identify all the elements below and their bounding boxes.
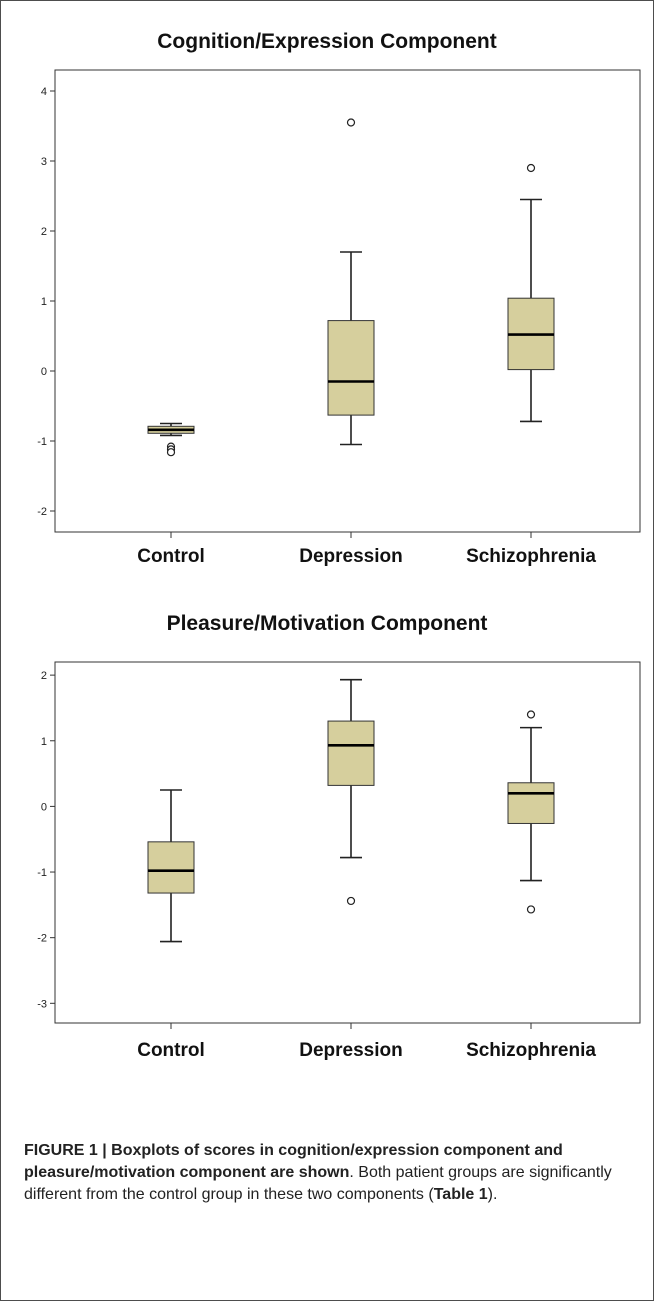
iqr-box bbox=[327, 720, 375, 786]
box-control bbox=[147, 422, 195, 457]
box-control bbox=[147, 789, 195, 943]
outlier-point bbox=[526, 710, 536, 719]
y-tick-label: 3 bbox=[41, 156, 47, 168]
iqr-box bbox=[147, 841, 195, 894]
iqr-box bbox=[327, 320, 375, 416]
x-category-label: Control bbox=[137, 546, 205, 567]
x-category-label: Depression bbox=[299, 1040, 402, 1061]
y-tick-label: -3 bbox=[37, 998, 47, 1010]
x-category-label: Depression bbox=[299, 546, 402, 567]
x-category-label: Control bbox=[137, 1040, 205, 1061]
iqr-box bbox=[507, 782, 555, 824]
box-schizophrenia bbox=[507, 163, 555, 423]
outlier-point bbox=[346, 896, 356, 906]
outlier-point bbox=[346, 118, 356, 127]
caption-title: FIGURE 1 | Boxplots of scores in cogniti… bbox=[24, 1142, 563, 1181]
y-tick-label: 0 bbox=[41, 801, 47, 813]
y-tick-label: 2 bbox=[41, 670, 47, 682]
box-depression bbox=[327, 678, 375, 906]
box-depression bbox=[327, 118, 375, 446]
y-tick-label: 2 bbox=[41, 226, 47, 238]
figure-caption: FIGURE 1 | Boxplots of scores in cogniti… bbox=[24, 1140, 636, 1206]
y-tick-label: 0 bbox=[41, 366, 47, 378]
y-tick-label: -2 bbox=[37, 506, 47, 518]
y-tick-label: -1 bbox=[37, 867, 47, 879]
caption-table-ref[interactable]: Table 1 bbox=[433, 1186, 488, 1203]
y-tick-label: 4 bbox=[41, 86, 47, 98]
outlier-point bbox=[526, 163, 536, 173]
caption-text-after: ). bbox=[487, 1186, 498, 1203]
pleasure-motivation-boxplot: -3 -2 -1 0 1 2 Control Depression Schizophrenia bbox=[37, 661, 641, 1061]
box-schizophrenia bbox=[507, 710, 555, 914]
caption-text-before: . Both patient groups are significantly … bbox=[24, 1164, 612, 1203]
y-tick-label: 1 bbox=[41, 736, 47, 748]
y-tick-label: -1 bbox=[37, 436, 47, 448]
x-category-label: Schizophrenia bbox=[466, 546, 596, 567]
x-category-label: Schizophrenia bbox=[466, 1040, 596, 1061]
outlier-point bbox=[526, 905, 536, 914]
cognition-expression-boxplot: -2 -1 0 1 2 3 4 Control Depression Schizophrenia bbox=[37, 69, 641, 567]
y-tick-label: -2 bbox=[37, 933, 47, 945]
y-tick-label: 1 bbox=[41, 296, 47, 308]
chart-title-cognition: Cognition/Expression Component bbox=[157, 30, 497, 53]
outlier-point bbox=[166, 448, 176, 457]
chart-title-pleasure: Pleasure/Motivation Component bbox=[166, 612, 488, 635]
plot-area bbox=[54, 661, 641, 1024]
